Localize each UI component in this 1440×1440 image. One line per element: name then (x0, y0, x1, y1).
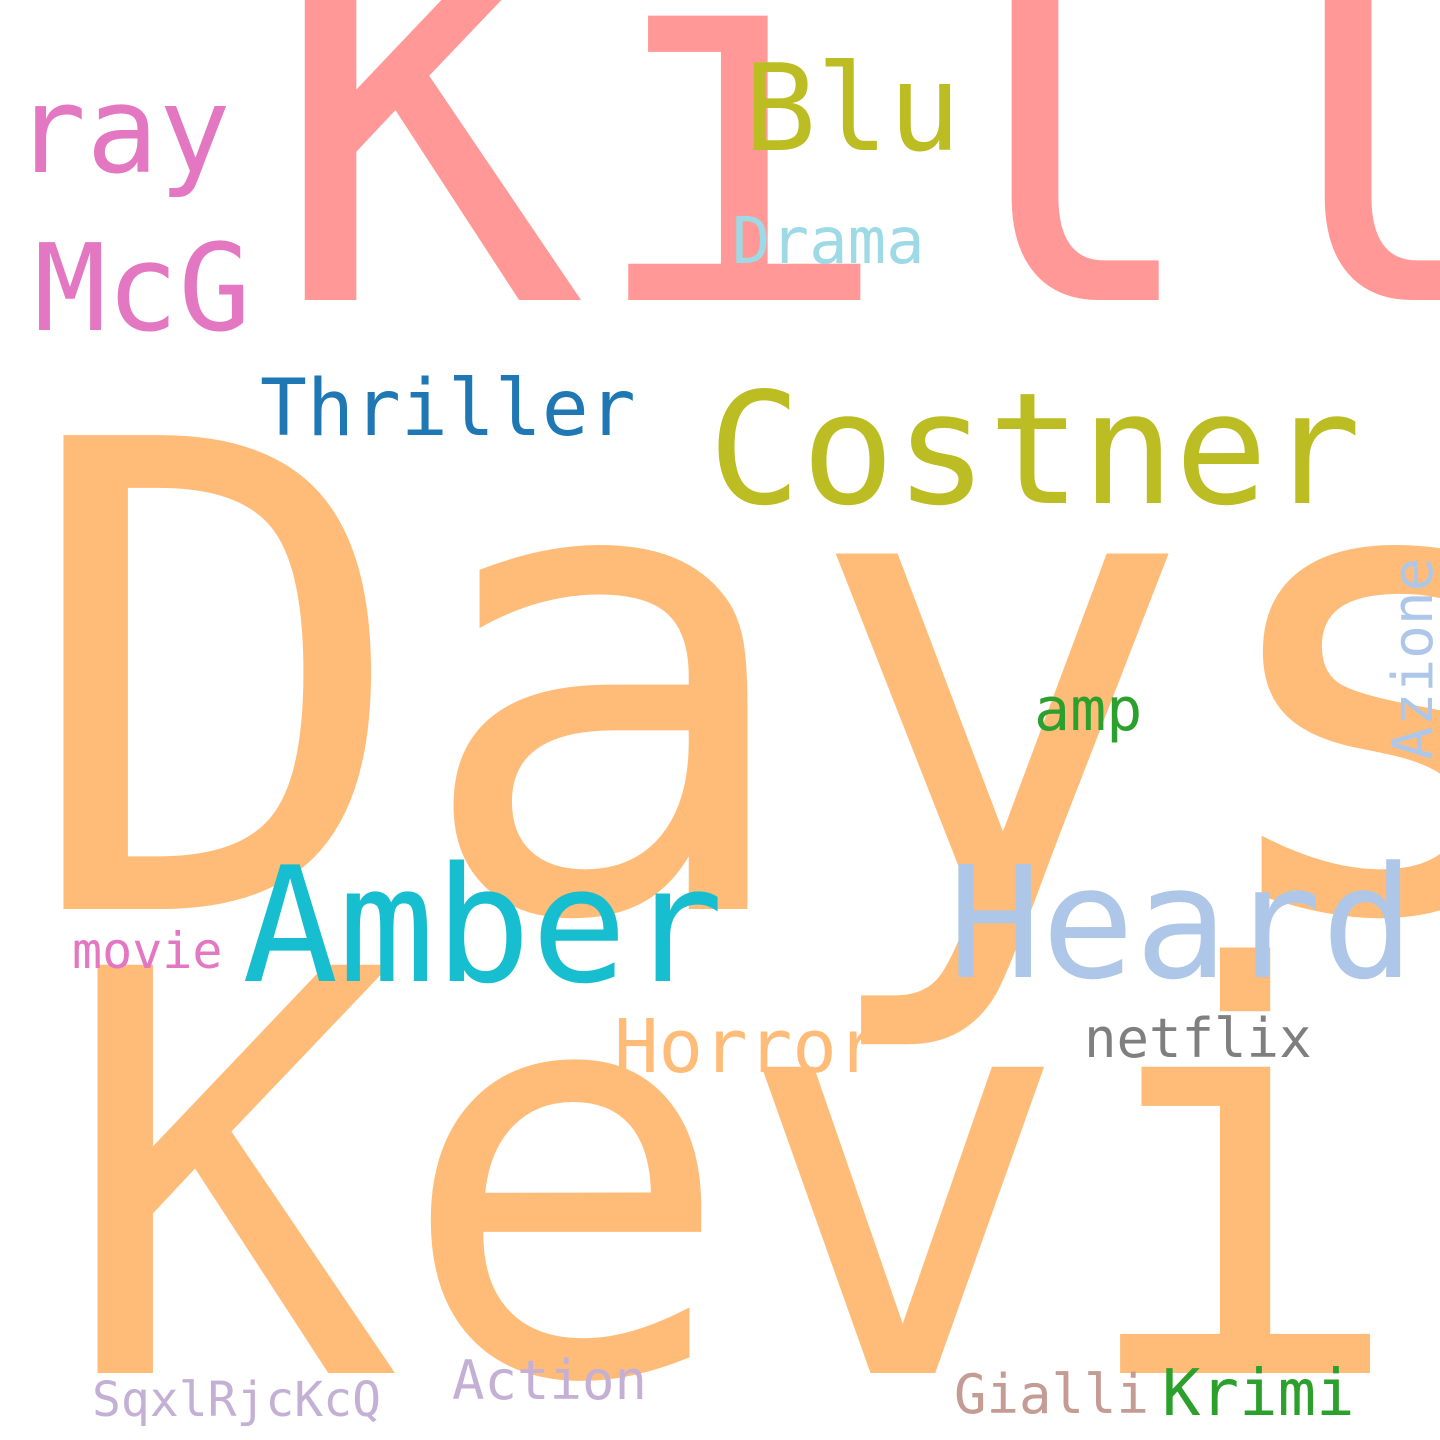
word-ray: ray (14, 62, 231, 201)
word-drama: Drama (732, 205, 925, 279)
word-kevin: Kevin (60, 854, 1440, 1440)
word-costner: Costner (708, 359, 1362, 540)
word-krimi: Krimi (1162, 1357, 1355, 1431)
word-horror: Horror (614, 1004, 882, 1090)
word-mcg: McG (34, 220, 251, 359)
word-sqxlrjckcq: SqxlRjcKcQ (92, 1372, 381, 1428)
word-blu: Blu (744, 40, 961, 179)
word-heard: Heard (948, 833, 1415, 1014)
word-thriller: Thriller (260, 364, 636, 454)
word-amber: Amber (242, 832, 724, 1019)
word-amp: amp (1034, 675, 1143, 745)
word-days: Days (20, 307, 1440, 1063)
word-azione: Azione (1381, 557, 1440, 760)
word-gialli: Gialli (954, 1363, 1150, 1426)
word-movie: movie (72, 922, 223, 980)
word-action: Action (452, 1349, 648, 1412)
word-netflix: netflix (1084, 1007, 1312, 1070)
word-kill: Kill (270, 0, 1440, 423)
